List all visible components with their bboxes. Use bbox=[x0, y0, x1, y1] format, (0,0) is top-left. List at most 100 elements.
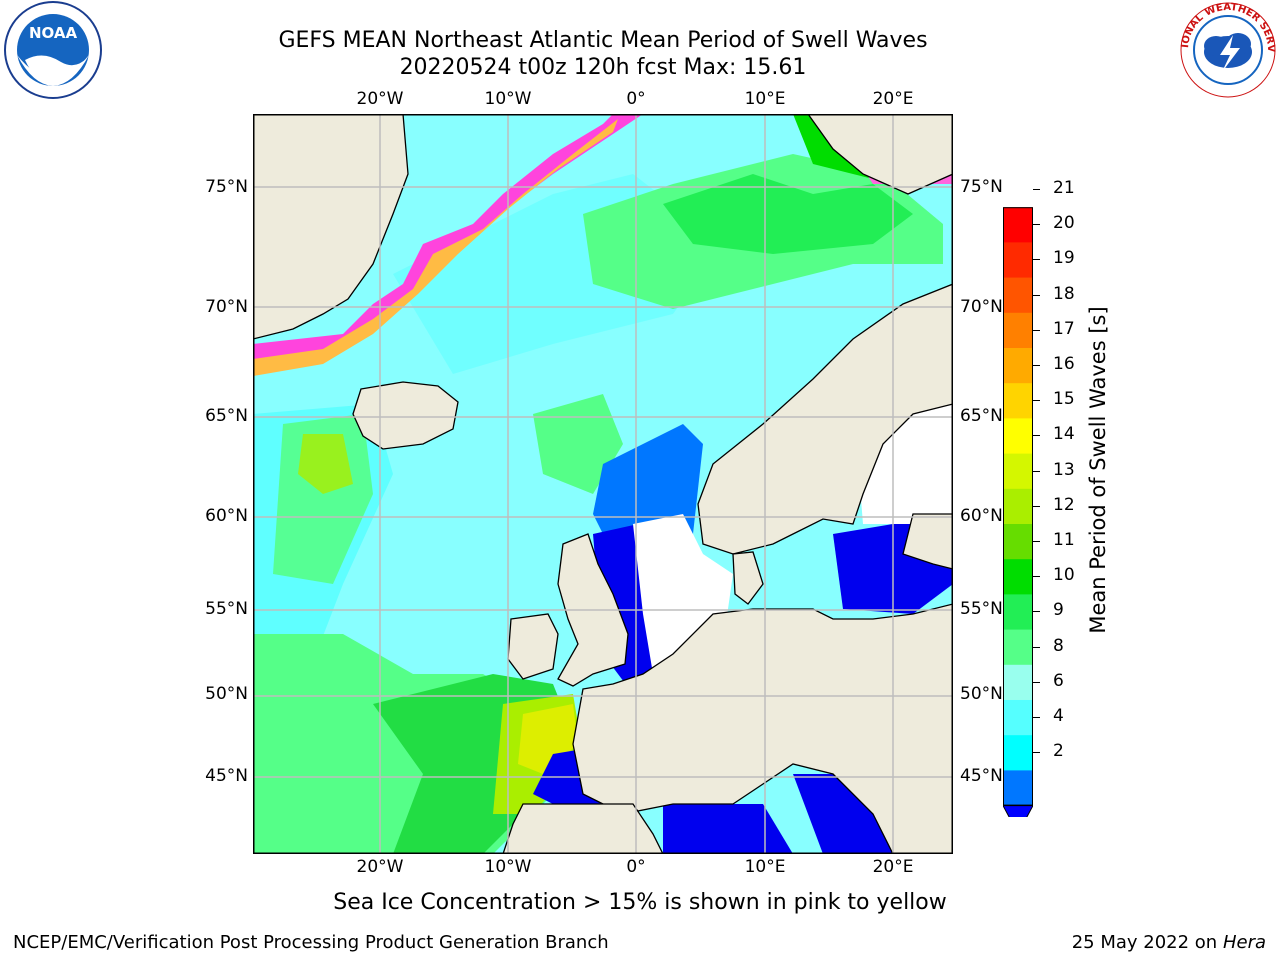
colorbar-segment bbox=[1003, 242, 1033, 279]
lon-tick-top: 10°E bbox=[744, 89, 786, 109]
map-panel bbox=[253, 114, 953, 854]
lon-tick-bottom: 0° bbox=[626, 857, 646, 877]
colorbar-tick-mark bbox=[1033, 541, 1040, 542]
colorbar-tick-mark bbox=[1033, 505, 1040, 507]
colorbar-segment bbox=[1003, 277, 1033, 314]
noaa-logo-text: NOAA bbox=[29, 24, 78, 42]
colorbar-segment bbox=[1003, 523, 1033, 560]
ocean-green-region bbox=[273, 414, 373, 584]
colorbar-segment bbox=[1003, 664, 1033, 701]
chart-subtitle: 20220524 t00z 120h fcst Max: 15.61 bbox=[399, 55, 807, 80]
colorbar-segment bbox=[1003, 770, 1033, 807]
lat-tick-right: 70°N bbox=[960, 297, 1003, 317]
colorbar-segment bbox=[1003, 347, 1033, 384]
lon-tick-bottom: 10°W bbox=[484, 857, 532, 877]
colorbar bbox=[1002, 189, 1034, 835]
sea-ice-note: Sea Ice Concentration > 15% is shown in … bbox=[333, 890, 947, 915]
ocean-blue-region bbox=[663, 804, 793, 854]
colorbar-segment bbox=[1003, 735, 1033, 771]
lat-tick-right: 75°N bbox=[960, 177, 1003, 197]
colorbar-extend-arrow bbox=[1002, 805, 1034, 835]
colorbar-tick-mark bbox=[1033, 294, 1040, 296]
colorbar-tick-mark bbox=[1033, 576, 1040, 578]
lon-tick-top: 10°W bbox=[484, 89, 532, 109]
ocean-green-region bbox=[533, 394, 623, 494]
ocean-green-region bbox=[298, 434, 353, 494]
map-frame bbox=[253, 114, 953, 854]
colorbar-label: Mean Period of Swell Waves [s] bbox=[1086, 306, 1110, 634]
colorbar-tick-mark bbox=[1033, 611, 1040, 613]
lat-tick-right: 65°N bbox=[960, 406, 1003, 426]
colorbar-tick-mark bbox=[1033, 400, 1040, 402]
colorbar-segment bbox=[1003, 488, 1033, 525]
lat-tick-right: 60°N bbox=[960, 506, 1003, 526]
colorbar-tick-label: 20 bbox=[1053, 213, 1075, 234]
lat-tick-left: 45°N bbox=[205, 766, 248, 786]
footer-date: 25 May 2022 on Hera bbox=[1072, 932, 1266, 953]
colorbar-tick-label: 14 bbox=[1053, 424, 1075, 445]
colorbar-segment bbox=[1003, 629, 1033, 666]
colorbar-segment bbox=[1003, 559, 1033, 595]
lat-tick-left: 65°N bbox=[205, 406, 248, 426]
lat-tick-right: 45°N bbox=[960, 766, 1003, 786]
noaa-logo-icon: NOAA bbox=[3, 0, 103, 100]
greenland bbox=[253, 114, 409, 340]
colorbar-tick-mark bbox=[1033, 752, 1040, 754]
chart-title: GEFS MEAN Northeast Atlantic Mean Period… bbox=[278, 28, 928, 53]
colorbar-tick-mark bbox=[1033, 259, 1040, 261]
footer-host: Hera bbox=[1222, 932, 1266, 953]
colorbar-tick-label: 12 bbox=[1053, 494, 1075, 515]
colorbar-tick-mark bbox=[1033, 717, 1040, 718]
graticule bbox=[253, 114, 953, 854]
nws-logo-icon: NATIONAL WEATHER SERVICE bbox=[1174, 0, 1278, 100]
colorbar-tick-label: 4 bbox=[1053, 706, 1064, 726]
colorbar-tick-label: 10 bbox=[1053, 565, 1075, 586]
lat-tick-left: 75°N bbox=[205, 177, 248, 197]
colorbar-tick-label: 8 bbox=[1053, 635, 1064, 656]
colorbar-tick-label: 13 bbox=[1053, 459, 1075, 480]
colorbar-segment bbox=[1003, 418, 1033, 455]
colorbar-tick-mark bbox=[1033, 365, 1040, 366]
colorbar-frame bbox=[1003, 207, 1033, 806]
scandinavia bbox=[697, 283, 953, 555]
lon-tick-top: 0° bbox=[626, 89, 646, 109]
colorbar-segment bbox=[1003, 453, 1033, 490]
colorbar-tick-label: 17 bbox=[1053, 318, 1075, 339]
colorbar-tick-mark bbox=[1033, 646, 1040, 648]
iberia bbox=[502, 803, 664, 854]
colorbar-tick-label: 6 bbox=[1053, 670, 1064, 691]
footer-credit: NCEP/EMC/Verification Post Processing Pr… bbox=[13, 932, 609, 953]
colorbar-tick-label: 15 bbox=[1053, 389, 1075, 410]
lat-tick-left: 60°N bbox=[205, 506, 248, 526]
colorbar-tick-label: 11 bbox=[1053, 530, 1075, 550]
lon-tick-bottom: 20°W bbox=[356, 857, 404, 877]
colorbar-tick-mark bbox=[1033, 470, 1040, 472]
colorbar-tick-mark bbox=[1033, 435, 1040, 437]
colorbar-tick-label: 16 bbox=[1053, 354, 1075, 374]
colorbar-segment bbox=[1003, 312, 1033, 349]
colorbar-segment bbox=[1003, 699, 1033, 736]
svalbard bbox=[807, 114, 953, 195]
colorbar-tick-label: 2 bbox=[1053, 741, 1064, 762]
lon-tick-bottom: 20°E bbox=[872, 857, 914, 877]
colorbar-tick-mark bbox=[1033, 224, 1040, 226]
colorbar-tick-label: 18 bbox=[1053, 283, 1075, 304]
colorbar-tick-label: 21 bbox=[1053, 178, 1075, 198]
colorbar-segment bbox=[1003, 383, 1033, 419]
colorbar-tick-mark bbox=[1033, 681, 1040, 683]
lat-tick-left: 50°N bbox=[205, 684, 248, 704]
lon-tick-bottom: 10°E bbox=[744, 857, 786, 877]
colorbar-tick-mark bbox=[1033, 329, 1040, 331]
colorbar-segment bbox=[1003, 594, 1033, 631]
lat-tick-left: 55°N bbox=[205, 599, 248, 619]
colorbar-tick-label: 19 bbox=[1053, 248, 1075, 269]
colorbar-tick-mark bbox=[1033, 189, 1040, 190]
lon-tick-top: 20°E bbox=[872, 89, 914, 109]
denmark bbox=[732, 551, 764, 605]
ireland bbox=[507, 613, 559, 680]
lon-tick-top: 20°W bbox=[356, 89, 404, 109]
lat-tick-right: 55°N bbox=[960, 599, 1003, 619]
lat-tick-left: 70°N bbox=[205, 297, 248, 317]
colorbar-segment bbox=[1003, 207, 1033, 243]
footer-date-text: 25 May 2022 on bbox=[1071, 932, 1218, 953]
